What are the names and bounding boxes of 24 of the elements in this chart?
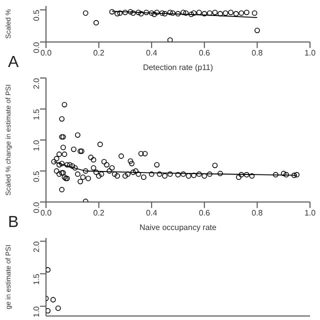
- x-tick-label: 1.0: [304, 208, 316, 218]
- y-tick-label: 1.0: [32, 306, 41, 318]
- x-tick-label: 0.0: [40, 208, 52, 218]
- y-tick-label: 1.5: [32, 273, 41, 285]
- x-tick-label: 0.4: [146, 208, 158, 218]
- x-axis-title: Detection rate (p11): [142, 63, 214, 72]
- x-tick-label: 0.2: [93, 48, 105, 58]
- x-tick-label: 0.4: [146, 48, 158, 58]
- y-tick-label: 2.0: [32, 240, 41, 252]
- y-tick-label: 2.0: [32, 77, 41, 90]
- text: A: [8, 54, 19, 72]
- x-tick-label: 0.6: [198, 48, 211, 58]
- x-axis-title: Naive occupancy rate: [140, 223, 218, 232]
- x-tick-label: 0.0: [40, 48, 52, 58]
- x-tick-label: 0.2: [93, 208, 105, 218]
- x-tick-label: 0.6: [198, 208, 211, 218]
- x-tick-label: 1.0: [304, 48, 316, 58]
- text: B: [8, 214, 19, 232]
- y-tick-label: 0.5: [32, 170, 41, 182]
- y-tick-label: 0.5: [32, 9, 41, 21]
- x-tick-label: 0.8: [252, 208, 264, 218]
- x-tick-label: 0.8: [252, 48, 264, 58]
- y-tick-label: 1.0: [32, 139, 41, 152]
- y-tick-label: 1.5: [32, 108, 41, 120]
